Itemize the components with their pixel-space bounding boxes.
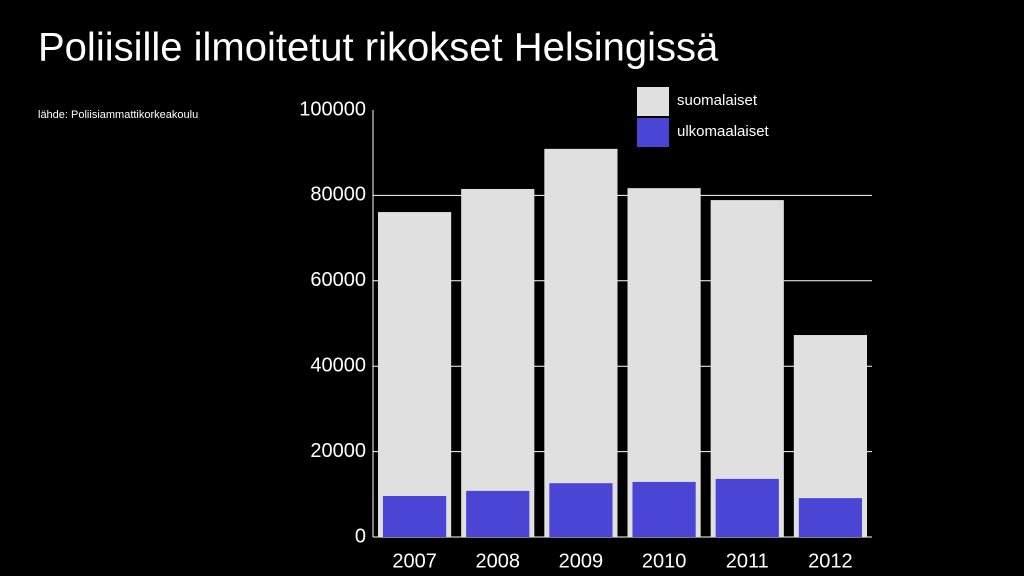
legend-label: ulkomaalaiset (677, 123, 770, 140)
y-tick-label: 40000 (310, 354, 366, 376)
bar (798, 498, 863, 537)
legend-swatch (637, 118, 669, 147)
source-note: lähde: Poliisiammattikorkeakoulu (38, 109, 198, 121)
bar (549, 483, 613, 537)
bar (461, 188, 535, 537)
bar (377, 212, 452, 538)
x-tick-label: 2009 (559, 550, 604, 572)
x-tick-label: 2008 (476, 550, 521, 572)
y-tick-label: 60000 (310, 269, 366, 291)
legend-swatch (637, 87, 669, 116)
bar (466, 490, 530, 537)
y-tick-label: 80000 (310, 184, 366, 206)
x-tick-label: 2010 (642, 550, 687, 572)
y-tick-label: 0 (355, 525, 366, 547)
x-tick-label: 2012 (808, 550, 853, 572)
chart-title: Poliisille ilmoitetut rikokset Helsingis… (38, 26, 719, 70)
bar (544, 148, 618, 537)
bar (382, 496, 447, 537)
y-tick-label: 100000 (299, 98, 366, 120)
x-tick-label: 2007 (392, 550, 437, 572)
bar (632, 481, 696, 537)
bar (627, 188, 701, 538)
legend-label: suomalaiset (677, 92, 758, 109)
y-tick-label: 20000 (310, 440, 366, 462)
x-tick-label: 2011 (726, 550, 769, 572)
bar (715, 478, 779, 537)
